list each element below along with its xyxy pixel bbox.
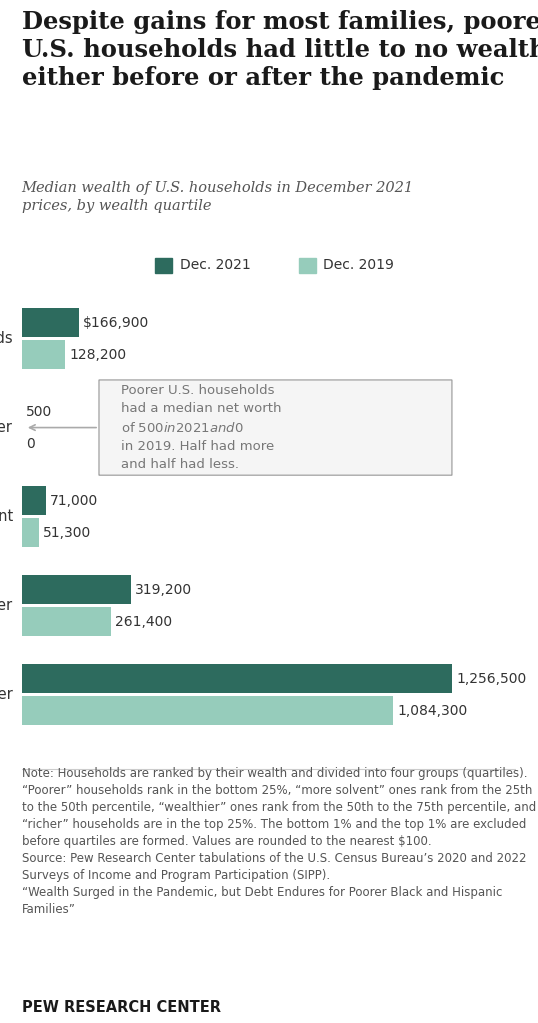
Text: $166,900: $166,900 bbox=[83, 315, 149, 329]
FancyBboxPatch shape bbox=[99, 380, 452, 476]
Text: 1,084,300: 1,084,300 bbox=[397, 704, 468, 718]
Bar bbox=[22, 308, 79, 337]
Bar bbox=[299, 258, 316, 272]
Bar bbox=[22, 341, 66, 369]
Text: 500: 500 bbox=[26, 404, 52, 418]
Text: 71,000: 71,000 bbox=[50, 493, 98, 507]
Text: 0: 0 bbox=[26, 437, 34, 450]
Bar bbox=[22, 697, 393, 725]
Text: 128,200: 128,200 bbox=[70, 348, 127, 361]
Bar bbox=[22, 664, 452, 693]
Text: All households: All households bbox=[0, 331, 13, 346]
Text: Note: Households are ranked by their wealth and divided into four groups (quarti: Note: Households are ranked by their wea… bbox=[22, 767, 536, 917]
Bar bbox=[22, 608, 111, 636]
Text: Median wealth of U.S. households in December 2021
prices, by wealth quartile: Median wealth of U.S. households in Dece… bbox=[22, 181, 414, 213]
Text: PEW RESEARCH CENTER: PEW RESEARCH CENTER bbox=[22, 1000, 221, 1015]
Text: 261,400: 261,400 bbox=[115, 615, 173, 629]
Text: 1,256,500: 1,256,500 bbox=[456, 672, 527, 685]
Bar bbox=[22, 519, 39, 547]
Bar bbox=[155, 258, 173, 272]
Bar bbox=[22, 486, 46, 515]
Text: Wealthier: Wealthier bbox=[0, 598, 13, 613]
Text: Richer: Richer bbox=[0, 687, 13, 702]
Text: Poorer: Poorer bbox=[0, 420, 13, 435]
Text: 319,200: 319,200 bbox=[135, 583, 192, 596]
Text: More solvent: More solvent bbox=[0, 509, 13, 524]
Text: Dec. 2021: Dec. 2021 bbox=[180, 259, 251, 272]
Text: 51,300: 51,300 bbox=[44, 526, 91, 540]
Text: Dec. 2019: Dec. 2019 bbox=[323, 259, 394, 272]
Bar bbox=[22, 575, 131, 604]
Text: Despite gains for most families, poorer
U.S. households had little to no wealth
: Despite gains for most families, poorer … bbox=[22, 10, 538, 90]
Text: Poorer U.S. households
had a median net worth
of $500 in 2021 and $0
in 2019. Ha: Poorer U.S. households had a median net … bbox=[121, 385, 281, 471]
